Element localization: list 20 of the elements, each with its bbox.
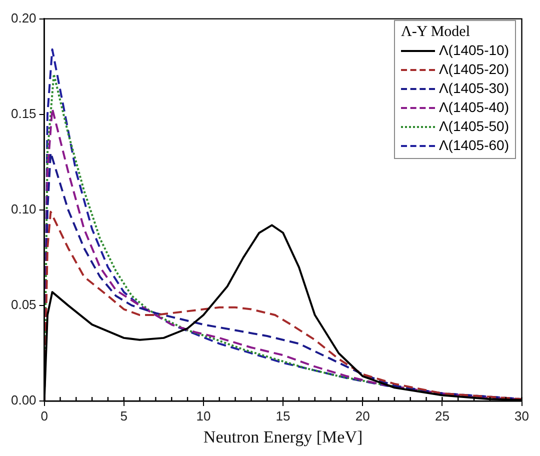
legend-label: Λ(1405-30) — [438, 79, 509, 98]
x-axis-title: Neutron Energy [MeV] — [203, 427, 363, 446]
legend-title: Λ-Y Model — [400, 24, 471, 41]
x-tick-label: 20 — [355, 408, 370, 424]
x-tick-label: 30 — [514, 408, 530, 424]
y-tick-label: 0.20 — [10, 10, 36, 26]
x-tick-label: 5 — [120, 408, 128, 424]
y-tick-label: 0.15 — [10, 106, 36, 121]
legend-label: Λ(1405-40) — [438, 98, 509, 117]
y-tick-label: 0.05 — [10, 297, 36, 312]
legend-label: Λ(1405-20) — [438, 60, 509, 79]
legend-label: Λ(1405-50) — [438, 117, 509, 136]
legend-label: Λ(1405-60) — [438, 136, 509, 155]
y-tick-label: 0.00 — [10, 392, 36, 408]
legend-label: Λ(1405-10) — [438, 41, 509, 60]
x-tick-label: 25 — [434, 408, 450, 424]
y-tick-label: 0.10 — [10, 201, 36, 216]
x-tick-label: 15 — [276, 408, 290, 424]
x-tick-label: 0 — [40, 408, 48, 424]
x-tick-label: 10 — [196, 408, 211, 424]
